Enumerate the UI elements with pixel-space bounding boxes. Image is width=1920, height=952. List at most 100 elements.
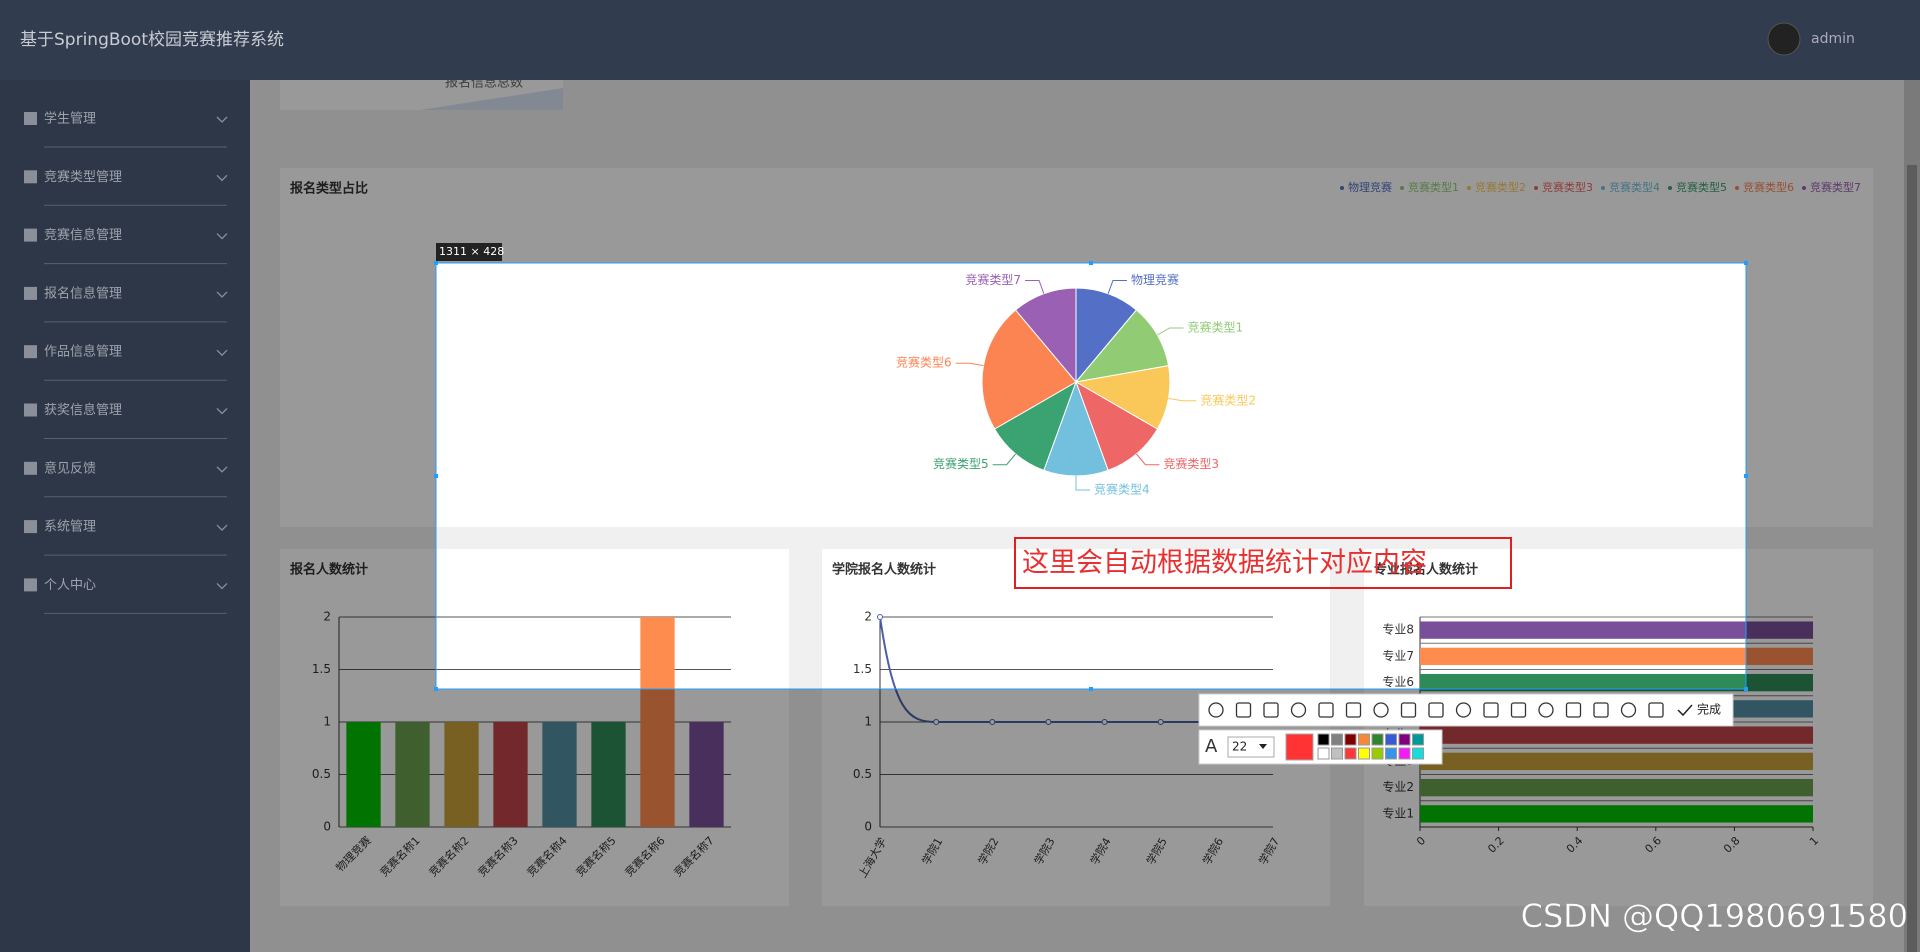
menu-item[interactable]: 竞赛信息管理 [44,227,122,243]
tool-button[interactable] [1455,702,1472,718]
size-tag-bg [436,243,502,261]
y-tick-label: 专业7 [1382,648,1414,663]
chart-panel [822,549,1330,906]
chart-title: 报名类型占比 [290,181,368,197]
menu-item[interactable]: 作品信息管理 [44,344,122,360]
y-tick-label: 1 [323,715,331,729]
dropdown-arrow [1259,744,1267,749]
palette-swatch[interactable] [1317,733,1330,746]
menu-icon [24,112,37,125]
dim-overlay [250,689,1920,952]
font-select[interactable] [1227,736,1275,758]
tool-button[interactable] [1428,702,1444,718]
palette-swatch[interactable] [1371,747,1384,760]
tool-button[interactable] [1510,702,1527,718]
selection-handle [1744,474,1748,478]
palette-swatch[interactable] [1398,733,1411,746]
menu-chevron [216,408,228,415]
y-tick-label: 1.5 [853,662,872,676]
palette-swatch[interactable] [1344,747,1357,760]
selection-handle [434,474,438,478]
legend-marker [1802,186,1806,190]
menu-chevron [216,174,228,182]
label-line [1157,327,1184,336]
selection-handle [1089,687,1093,691]
font-size: 22 [1232,740,1247,754]
pie-label: 竞赛类型4 [1094,482,1150,497]
palette-swatch[interactable] [1385,733,1397,746]
user-name[interactable]: admin [1811,31,1855,47]
y-tick-label: 2 [864,610,872,624]
tool-button[interactable] [1345,702,1362,718]
pie-slice [1075,380,1159,471]
bar [591,722,626,827]
palette-swatch[interactable] [1412,747,1424,760]
tool-button[interactable] [1400,702,1417,718]
menu-item[interactable]: 获奖信息管理 [44,402,122,418]
tool-button[interactable] [1483,702,1499,718]
pie-label: 竞赛类型3 [1163,456,1219,471]
pie-label: 物理竞赛 [1131,272,1179,287]
legend-marker [1668,186,1672,190]
tool-button[interactable] [1290,702,1307,718]
palette-swatch[interactable] [1344,733,1357,746]
bar [689,722,724,827]
pie-slice [1075,287,1138,384]
tool-button[interactable] [1318,702,1334,718]
pie-label: 竞赛类型6 [896,355,952,370]
menu-chevron [216,349,228,357]
legend-label: 竞赛类型4 [1609,180,1660,194]
tool-button[interactable] [1235,702,1252,718]
palette-swatch[interactable] [1385,747,1397,760]
bar [1420,752,1813,771]
bar [640,617,675,827]
bar [395,722,430,827]
menu-icon [24,170,37,184]
line-point [933,719,940,725]
pie-slice [1074,309,1170,383]
menu-item[interactable]: 系统管理 [44,520,96,535]
palette-swatch[interactable] [1358,733,1370,746]
watermark: CSDN @QQ1980691580 [1521,897,1908,935]
toolbar [1198,693,1734,727]
palette-swatch[interactable] [1331,733,1343,746]
menu-chevron [216,466,228,473]
pie-label: 竞赛类型7 [965,272,1021,287]
tool-button[interactable] [1565,702,1582,718]
bar [542,722,577,827]
menu-icon [24,228,37,242]
tool-button[interactable] [1538,702,1554,718]
tool-button[interactable] [1373,702,1389,718]
menu-item[interactable]: 个人中心 [44,578,96,593]
avatar [1767,22,1801,56]
current-color[interactable] [1285,733,1314,761]
tool-button[interactable] [1648,702,1664,718]
menu-chevron [216,524,228,532]
line-point [1045,719,1052,725]
label-line [955,362,984,367]
tool-button[interactable] [1208,702,1224,718]
menu-item[interactable]: 学生管理 [44,111,96,127]
menu-item[interactable]: 意见反馈 [44,460,96,476]
chart-title: 专业报名人数统计 [1374,562,1478,578]
done-button[interactable]: 完成 [1697,702,1721,717]
palette-swatch[interactable] [1317,747,1330,760]
label-line [1025,280,1045,294]
label-line [1075,476,1090,491]
menu-item[interactable]: 竞赛类型管理 [44,169,122,185]
tool-button[interactable] [1620,702,1637,718]
annotation-text: 这里会自动根据数据统计对应内容 [1022,548,1427,579]
palette-swatch[interactable] [1358,747,1370,760]
tool-button[interactable] [1263,702,1279,718]
y-tick-label: 专业6 [1382,674,1414,689]
legend-marker [1467,186,1471,190]
tool-button[interactable] [1593,702,1609,718]
menu-item[interactable]: 报名信息管理 [44,285,122,301]
selection-handle [434,687,438,691]
menu-icon [24,461,37,475]
palette-swatch[interactable] [1398,747,1411,760]
legend-marker [1340,186,1344,190]
palette-swatch[interactable] [1412,733,1424,746]
palette-swatch[interactable] [1371,733,1384,746]
palette-swatch[interactable] [1331,747,1343,760]
